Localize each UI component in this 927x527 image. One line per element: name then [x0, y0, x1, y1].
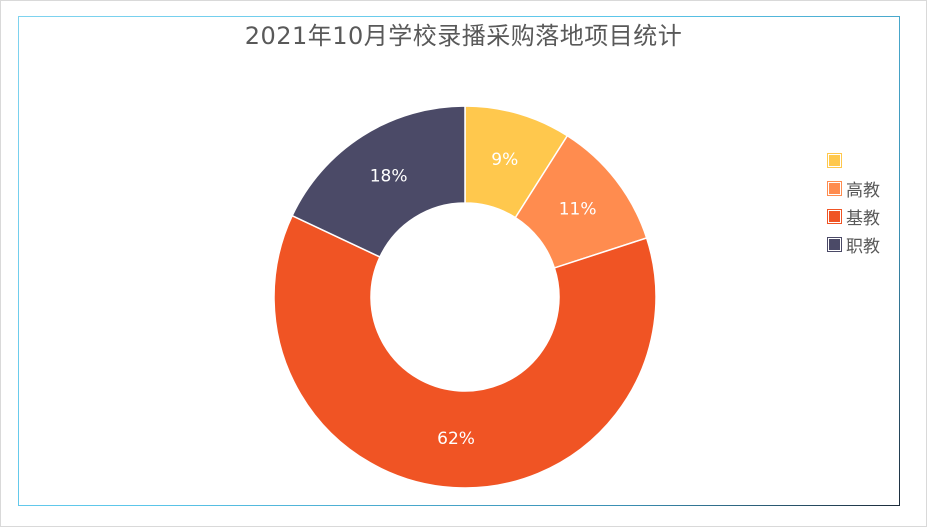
legend-item-1: 高教	[828, 174, 880, 202]
legend-label-1: 高教	[846, 180, 880, 201]
legend-swatch-3	[828, 237, 841, 251]
chart-title: 2021年10月学校录播采购落地项目统计	[244, 22, 683, 50]
legend-item-2: 基教	[828, 202, 880, 230]
legend-swatch-0	[828, 153, 841, 167]
legend-item-3: 职教	[828, 230, 880, 258]
legend-swatch-1	[828, 181, 841, 195]
slice-label-3: 18%	[370, 167, 408, 187]
legend-label-2: 基教	[846, 208, 880, 229]
legend-label-3: 职教	[846, 236, 880, 257]
slice-label-2: 62%	[437, 429, 475, 449]
legend-item-0	[828, 146, 880, 174]
slice-label-1: 11%	[559, 200, 597, 220]
legend-swatch-2	[828, 209, 841, 223]
slice-label-0: 9%	[491, 150, 518, 170]
donut-slice-3	[291, 105, 466, 258]
donut-slice-2	[273, 214, 657, 489]
chart-legend: 高教 基教 职教	[828, 146, 880, 258]
